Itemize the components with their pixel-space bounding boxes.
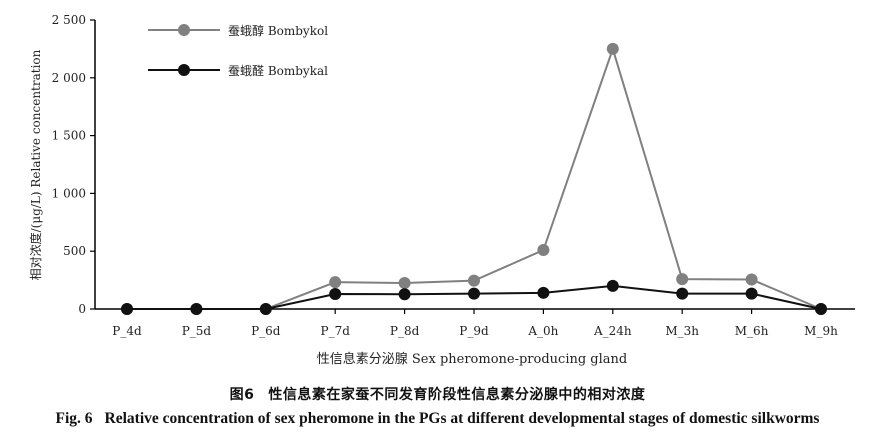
data-point xyxy=(329,287,342,300)
axes: 0 500 1 000 1 500 2 000 2 500 P_4d P_5d P_6d P_7d… xyxy=(52,13,855,338)
series-line xyxy=(127,45,822,310)
x-tick-label: P_5d xyxy=(182,324,212,338)
data-point xyxy=(190,303,203,315)
x-tick-label: P_4d xyxy=(112,324,142,338)
figure-caption-chinese: 图6 性信息素在家蚕不同发育阶段性信息素分泌腺中的相对浓度 xyxy=(0,384,875,404)
caption-cn-text: 性信息素在家蚕不同发育阶段性信息素分泌腺中的相对浓度 xyxy=(268,387,646,403)
y-axis-label: 相对浓度/(μg/L) Relative concentration xyxy=(28,49,43,280)
legend-item: 蚕蛾醛 Bombykal xyxy=(148,63,328,78)
figure-caption-english: Fig. 6 Relative concentration of sex pher… xyxy=(0,410,875,428)
series-2 xyxy=(121,279,827,315)
x-tick-label: P_7d xyxy=(321,324,351,338)
series-layer xyxy=(121,42,827,315)
data-point xyxy=(468,287,480,300)
x-axis-label: 性信息素分泌腺 Sex pheromone-producing gland xyxy=(317,351,627,367)
x-tick-label: M_3h xyxy=(665,324,699,338)
data-point xyxy=(398,288,411,301)
x-tick-label: P_9d xyxy=(459,324,489,338)
caption-en-label: Fig. 6 xyxy=(55,410,93,427)
x-tick-label: A_0h xyxy=(527,324,558,338)
legend-label: 蚕蛾醇 Bombykol xyxy=(228,23,328,38)
legend-item: 蚕蛾醇 Bombykol xyxy=(148,23,328,38)
data-point xyxy=(676,287,689,300)
data-point xyxy=(676,273,689,286)
line-chart: 相对浓度/(μg/L) Relative concentration 性信息素分… xyxy=(28,13,855,367)
y-tick-label: 1 500 xyxy=(52,129,86,143)
y-tick-label: 2 500 xyxy=(52,13,86,27)
data-point xyxy=(745,273,758,286)
data-point xyxy=(259,303,272,315)
y-tick-label: 500 xyxy=(63,244,86,258)
y-tick-label: 1 000 xyxy=(52,186,86,200)
data-point xyxy=(468,274,480,287)
legend-label: 蚕蛾醛 Bombykal xyxy=(228,63,328,78)
x-tick-label: P_8d xyxy=(390,324,420,338)
x-tick-label: P_6d xyxy=(251,324,281,338)
x-tick-label: M_9h xyxy=(804,324,838,338)
data-point xyxy=(537,244,550,257)
legend-marker xyxy=(178,24,190,36)
data-point xyxy=(745,287,758,300)
data-point xyxy=(398,276,411,289)
data-point xyxy=(815,303,827,315)
caption-en-text: Relative concentration of sex pheromone … xyxy=(104,410,820,427)
series-1 xyxy=(121,42,827,315)
x-tick-label: M_6h xyxy=(735,324,769,338)
data-point xyxy=(606,42,619,55)
data-point xyxy=(329,276,342,289)
y-tick-label: 0 xyxy=(78,302,86,316)
caption-cn-label: 图6 xyxy=(229,387,255,403)
data-point xyxy=(121,303,133,315)
legend: 蚕蛾醇 Bombykol 蚕蛾醛 Bombykal xyxy=(148,23,328,78)
x-tick-label: A_24h xyxy=(593,324,632,338)
legend-marker xyxy=(178,64,190,76)
y-tick-label: 2 000 xyxy=(52,71,86,85)
data-point xyxy=(606,279,619,292)
data-point xyxy=(537,286,550,299)
